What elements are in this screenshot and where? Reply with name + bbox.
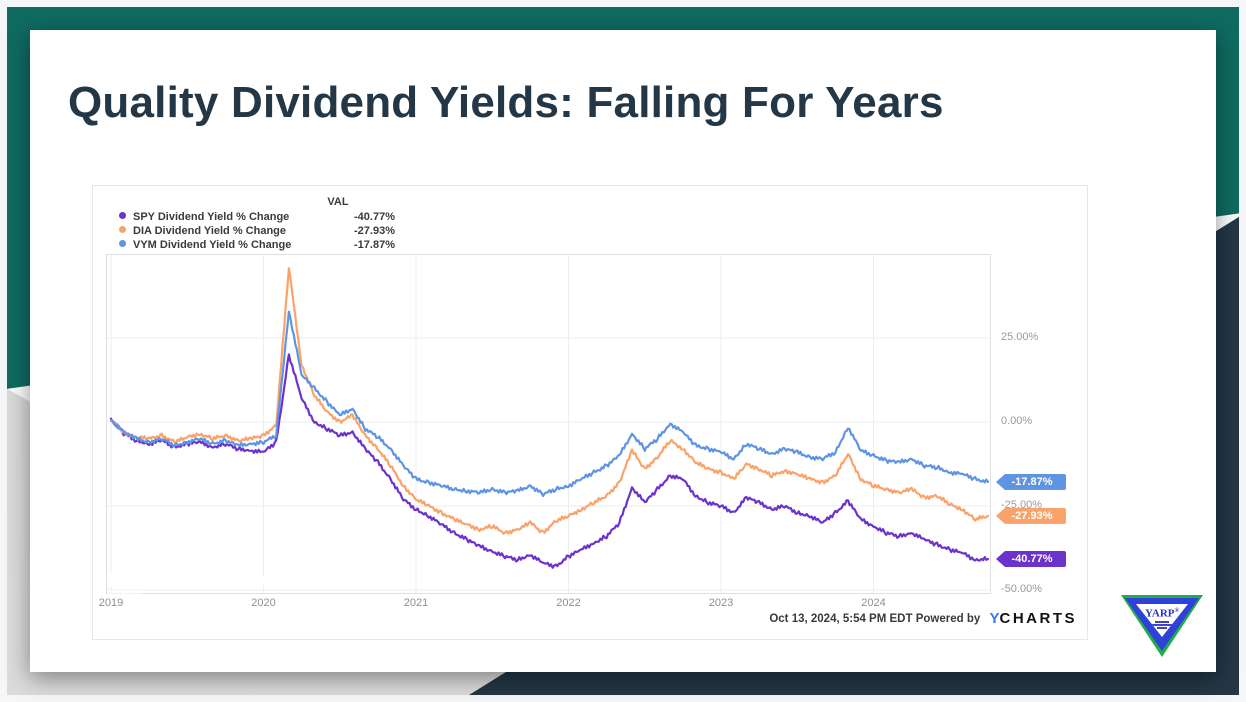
- spy-series-dot-icon: [119, 212, 126, 219]
- legend-label: VYM Dividend Yield % Change: [133, 239, 292, 251]
- x-tick-label: 2021: [403, 597, 429, 609]
- legend-item-vym: VYM Dividend Yield % Change -17.87%: [119, 239, 395, 252]
- chart-panel: VAL SPY Dividend Yield % Change -40.77% …: [92, 185, 1088, 640]
- legend-val-header: VAL: [327, 196, 349, 208]
- legend-label: SPY Dividend Yield % Change: [133, 211, 290, 223]
- yarp-logo: YARP®: [1121, 595, 1203, 657]
- plot-series-lines: [109, 267, 990, 569]
- legend-value: -40.77%: [354, 211, 395, 223]
- watermark-smudge: [281, 574, 399, 586]
- x-tick-label: 2023: [708, 597, 734, 609]
- watermark-smudge: [207, 576, 273, 586]
- ycharts-wordmark: CHARTS: [999, 610, 1077, 627]
- y-tick-label: 0.00%: [1001, 415, 1033, 427]
- y-tick-label: 25.00%: [1001, 331, 1039, 343]
- series-end-label: -27.93%: [996, 507, 1066, 524]
- yarp-wordmark: YARP®: [1144, 607, 1180, 620]
- legend-item-spy: SPY Dividend Yield % Change -40.77%: [119, 211, 395, 224]
- plot-area: [106, 254, 991, 594]
- legend-label: DIA Dividend Yield % Change: [133, 225, 287, 237]
- ycharts-logo: YCHARTS: [989, 610, 1077, 627]
- chart-footer: Oct 13, 2024, 5:54 PM EDT Powered by YCH…: [769, 609, 1077, 629]
- plot-gridlines: [106, 254, 991, 594]
- yarp-tagline-lines: [1136, 620, 1188, 629]
- watermark-smudge: [109, 574, 201, 587]
- series-end-label: -17.87%: [996, 474, 1066, 491]
- vym-series-dot-icon: [119, 240, 126, 247]
- page-title: Quality Dividend Yields: Falling For Yea…: [68, 78, 944, 127]
- chart-timestamp: Oct 13, 2024, 5:54 PM EDT: [769, 613, 913, 625]
- ycharts-y-icon: Y: [989, 610, 1000, 627]
- watermark-smudge: [107, 590, 141, 596]
- legend-item-dia: DIA Dividend Yield % Change -27.93%: [119, 225, 395, 238]
- slide-card: Quality Dividend Yields: Falling For Yea…: [30, 30, 1216, 672]
- x-tick-label: 2019: [98, 597, 124, 609]
- x-tick-label: 2020: [251, 597, 276, 609]
- legend-value: -27.93%: [354, 225, 395, 237]
- dia-series-dot-icon: [119, 226, 126, 233]
- x-tick-label: 2024: [861, 597, 886, 609]
- series-end-label: -40.77%: [996, 550, 1066, 567]
- x-tick-label: 2022: [556, 597, 581, 609]
- powered-by-label: Powered by: [915, 613, 981, 625]
- legend-value: -17.87%: [354, 239, 395, 251]
- y-tick-label: -50.00%: [1001, 583, 1042, 595]
